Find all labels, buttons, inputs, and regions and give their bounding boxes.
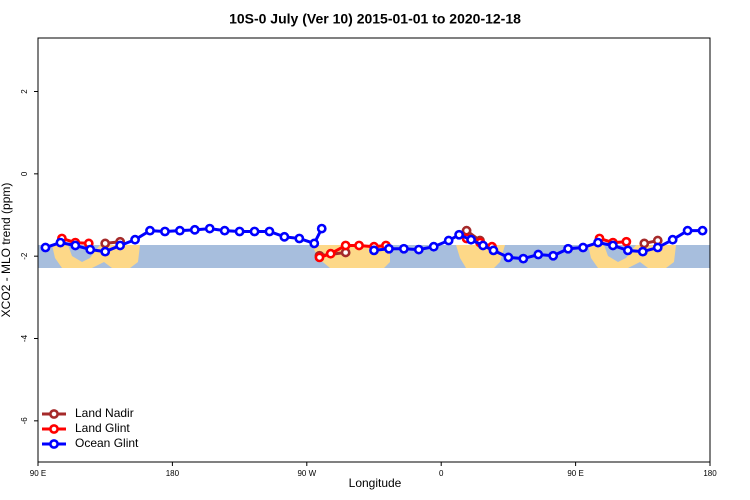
- y-axis-label: XCO2 - MLO trend (ppm): [0, 183, 13, 318]
- series-point: [548, 250, 559, 261]
- series-point: [70, 240, 81, 251]
- series-point: [189, 224, 200, 235]
- legend-label: Land Nadir: [75, 406, 134, 420]
- series-point: [682, 225, 693, 236]
- x-tick-label: 180: [166, 469, 180, 478]
- series-point: [160, 226, 170, 237]
- series-point: [325, 248, 336, 259]
- series-point: [85, 244, 96, 255]
- y-tick-label: -6: [20, 417, 29, 425]
- series-point: [316, 223, 327, 234]
- land-australia: [52, 245, 140, 268]
- legend-marker: [49, 409, 59, 419]
- series-point: [461, 225, 472, 236]
- series-point: [40, 242, 51, 253]
- series-point: [369, 245, 379, 256]
- series-point: [578, 242, 588, 253]
- legend-label: Land Glint: [75, 421, 130, 435]
- series-point: [309, 238, 320, 249]
- legend-marker: [49, 424, 59, 434]
- series-point: [234, 226, 245, 237]
- land-australia-repeat: [588, 245, 676, 268]
- series-point: [204, 223, 215, 234]
- series-point: [279, 231, 290, 242]
- y-tick-label: -2: [20, 252, 29, 260]
- series-point: [55, 237, 66, 248]
- x-tick-label: 90 E: [30, 469, 46, 478]
- series-point: [294, 233, 305, 244]
- series-point: [398, 243, 409, 254]
- series-point: [384, 243, 394, 254]
- series-point: [652, 242, 663, 253]
- series-point: [667, 234, 678, 245]
- series-point: [174, 225, 185, 236]
- x-tick-label: 0: [439, 469, 444, 478]
- series-point: [637, 246, 648, 257]
- y-tick-label: 0: [20, 171, 29, 176]
- series-point: [130, 234, 140, 245]
- chart-title: 10S-0 July (Ver 10) 2015-01-01 to 2020-1…: [229, 11, 521, 27]
- y-tick-label: -4: [20, 334, 29, 342]
- series-point: [563, 243, 574, 254]
- series-point: [608, 240, 618, 251]
- series-point: [115, 240, 126, 251]
- x-tick-label: 90 E: [567, 469, 583, 478]
- plot-frame: [37, 37, 711, 463]
- series-point: [145, 225, 155, 236]
- series-point: [443, 235, 454, 246]
- series-point: [478, 240, 488, 251]
- series-point: [454, 229, 465, 240]
- series-point: [249, 226, 260, 237]
- series-point: [354, 240, 364, 251]
- series-point: [428, 241, 439, 252]
- series-point: [639, 238, 650, 249]
- series-point: [622, 245, 633, 256]
- series-point: [466, 234, 476, 245]
- x-axis-label: Longitude: [349, 476, 402, 490]
- series-point: [219, 225, 230, 236]
- series-point: [100, 246, 111, 257]
- series-point: [697, 225, 708, 236]
- series-point: [621, 236, 632, 247]
- series-point: [503, 252, 514, 263]
- series-point: [413, 244, 424, 255]
- series-point: [100, 238, 111, 249]
- legend-label: Ocean Glint: [75, 436, 139, 450]
- series-point: [533, 249, 544, 260]
- series-point: [264, 226, 275, 237]
- x-tick-label: 90 W: [297, 469, 316, 478]
- x-tick-label: 180: [703, 469, 717, 478]
- legend-marker: [49, 439, 59, 449]
- series-point: [518, 253, 529, 264]
- series-point: [340, 240, 351, 251]
- series-point: [488, 245, 499, 256]
- y-tick-label: 2: [20, 89, 29, 94]
- series-point: [593, 237, 603, 248]
- series-point: [314, 252, 325, 263]
